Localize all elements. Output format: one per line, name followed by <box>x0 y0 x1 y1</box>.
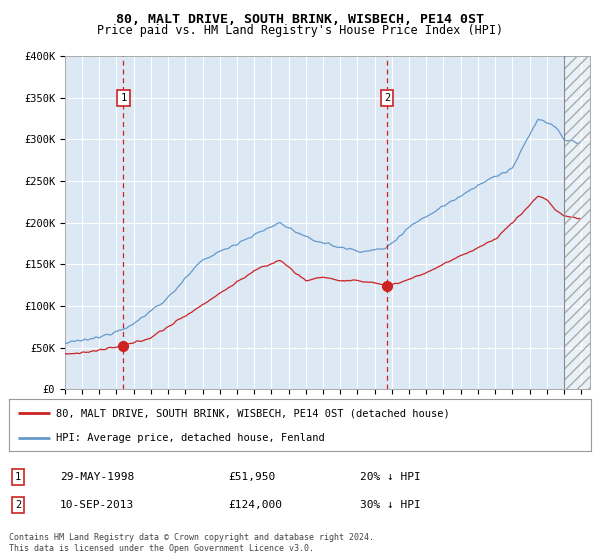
Text: 2: 2 <box>15 500 21 510</box>
Bar <box>564 56 590 389</box>
Text: 80, MALT DRIVE, SOUTH BRINK, WISBECH, PE14 0ST (detached house): 80, MALT DRIVE, SOUTH BRINK, WISBECH, PE… <box>56 408 449 418</box>
Text: 1: 1 <box>121 92 127 102</box>
Text: 10-SEP-2013: 10-SEP-2013 <box>60 500 134 510</box>
Text: £124,000: £124,000 <box>228 500 282 510</box>
Text: HPI: Average price, detached house, Fenland: HPI: Average price, detached house, Fenl… <box>56 433 325 443</box>
Text: Contains HM Land Registry data © Crown copyright and database right 2024.
This d: Contains HM Land Registry data © Crown c… <box>9 533 374 553</box>
Text: 29-MAY-1998: 29-MAY-1998 <box>60 472 134 482</box>
Text: Price paid vs. HM Land Registry's House Price Index (HPI): Price paid vs. HM Land Registry's House … <box>97 24 503 37</box>
Bar <box>564 56 590 389</box>
Text: £51,950: £51,950 <box>228 472 275 482</box>
Text: 30% ↓ HPI: 30% ↓ HPI <box>360 500 421 510</box>
Bar <box>564 56 590 389</box>
Text: 80, MALT DRIVE, SOUTH BRINK, WISBECH, PE14 0ST: 80, MALT DRIVE, SOUTH BRINK, WISBECH, PE… <box>116 13 484 26</box>
Text: 2: 2 <box>384 92 390 102</box>
Text: 1: 1 <box>15 472 21 482</box>
Text: 20% ↓ HPI: 20% ↓ HPI <box>360 472 421 482</box>
